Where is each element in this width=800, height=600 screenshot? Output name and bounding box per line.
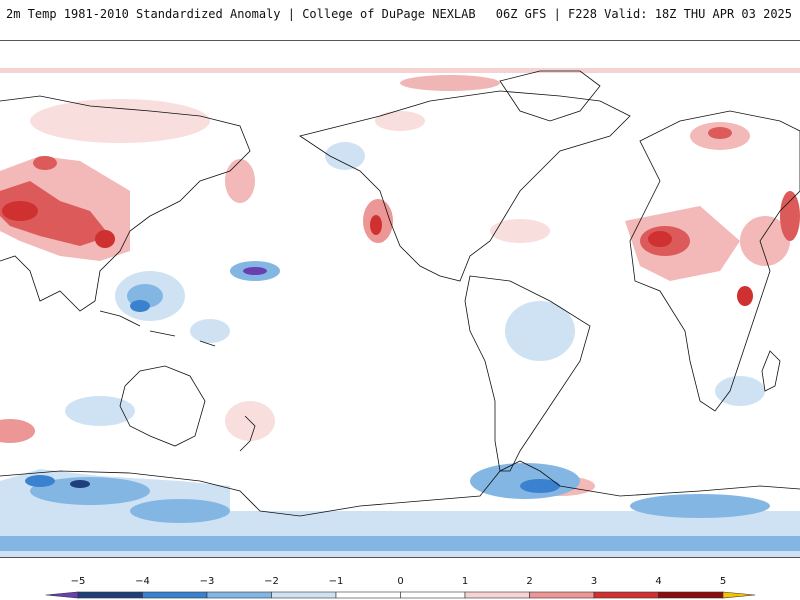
legend-tick-label: 4	[655, 576, 662, 587]
legend-bin	[335, 591, 401, 599]
south-america-cool	[505, 301, 575, 361]
legend-bin	[142, 591, 208, 599]
legend-bin	[722, 591, 756, 599]
australia-coastline	[119, 365, 206, 447]
south-indian-ocean-warm	[0, 419, 35, 443]
anomaly-shading	[0, 68, 800, 557]
map-title: 2m Temp 1981-2010 Standardized Anomaly |…	[6, 7, 476, 21]
antarctica-coastline	[0, 460, 800, 517]
arctic-warm-band	[0, 68, 800, 73]
legend-tick-label: 2	[526, 576, 533, 587]
pacific-hot-core	[370, 215, 382, 235]
south-america-coastline	[464, 275, 591, 472]
south-africa-cool	[715, 376, 765, 406]
arabia-warm-area	[740, 216, 790, 266]
legend-bin	[400, 591, 466, 599]
asia-hot-core	[2, 201, 38, 221]
antarctic-coldest-1	[70, 480, 90, 488]
asia-hot-spot	[33, 156, 57, 170]
legend-bin	[593, 591, 659, 599]
legend-bin	[77, 591, 143, 599]
legend-tick-label: 0	[397, 576, 404, 587]
legend-tick-label: −2	[264, 576, 279, 587]
east-antarctic-cold	[30, 477, 150, 505]
north-america-coastline	[299, 90, 631, 282]
anomaly-map	[0, 40, 800, 558]
peninsula-cold	[470, 463, 580, 499]
antarctic-deep-cold	[0, 536, 800, 551]
chart-header: 2m Temp 1981-2010 Standardized Anomaly |…	[0, 0, 800, 28]
coastlines	[0, 70, 800, 517]
color-legend: −5 −4 −3 −2 −1 0 1 2 3 4 5	[0, 570, 800, 600]
legend-tick-label: −4	[135, 576, 150, 587]
new-zealand-coastline	[239, 415, 256, 452]
legend-bin	[464, 591, 530, 599]
legend-tick-label: −1	[328, 576, 344, 587]
atlantic-warm-patch	[490, 219, 550, 243]
arctic-warm-patch	[400, 75, 500, 91]
tibet-hot-spot	[95, 230, 115, 248]
map-canvas	[0, 41, 800, 557]
scandinavia-hot-spot	[708, 127, 732, 139]
legend-bin	[529, 591, 595, 599]
legend-tick-label: 3	[590, 576, 598, 587]
iran-hot-area	[780, 191, 800, 241]
south-indian-cool	[65, 396, 135, 426]
legend-bin	[206, 591, 272, 599]
legend-tick-label: 5	[719, 576, 727, 587]
legend-bin	[271, 591, 337, 599]
canada-warm-patch	[375, 111, 425, 131]
east-antarctic-cold-2	[630, 494, 770, 518]
gulf-alaska-cool	[325, 142, 365, 170]
pacific-coldest-core	[243, 267, 267, 275]
peninsula-colder	[520, 479, 560, 493]
legend-bin	[658, 591, 724, 599]
legend-tick-label: 1	[461, 576, 469, 587]
indonesia-coastline	[99, 310, 216, 347]
siberia-warm-patch	[30, 99, 210, 143]
asia-hot-area	[0, 181, 110, 246]
east-africa-hot-spot	[737, 286, 753, 306]
coral-sea-cool	[190, 319, 230, 343]
antarctic-colder-1	[25, 475, 55, 487]
europe-africa-coastline	[629, 110, 800, 412]
legend-bar	[45, 591, 756, 599]
legend-tick-label: −5	[70, 576, 86, 587]
greenland-coastline	[499, 70, 601, 122]
sahel-hot-core	[648, 231, 672, 247]
legend-bin	[45, 591, 79, 599]
madagascar-coastline	[761, 350, 781, 392]
asia-coastline	[0, 95, 251, 312]
legend-tick-label: −3	[199, 576, 215, 587]
kamchatka-warm-patch	[225, 159, 255, 203]
antarctic-cold-2	[130, 499, 230, 523]
model-run-info: 06Z GFS | F228 Valid: 18Z THU APR 03 202…	[495, 7, 792, 21]
maritime-colder-area	[130, 300, 150, 312]
